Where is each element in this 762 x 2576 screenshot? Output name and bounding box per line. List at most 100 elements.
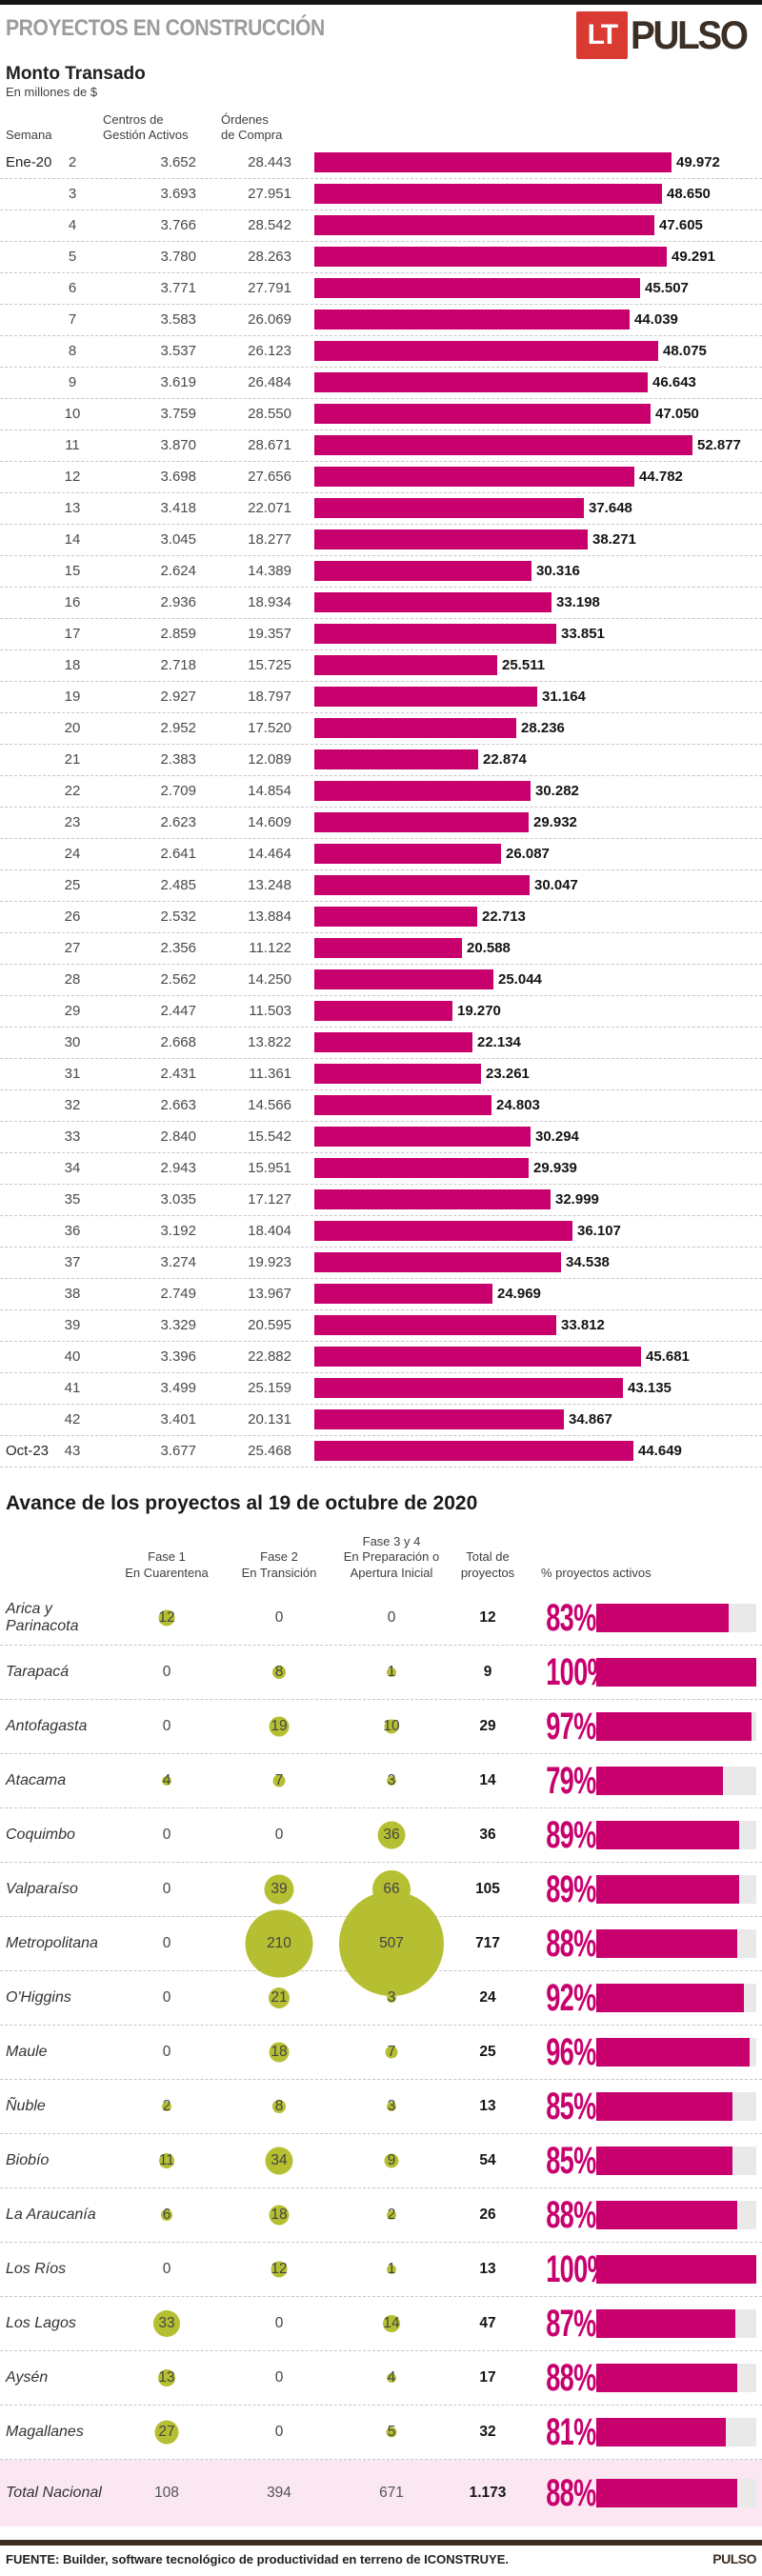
centros-value: 3.583 xyxy=(160,311,196,328)
region-row: O'Higgins 0 21 3 24 92% xyxy=(0,1971,762,2027)
pct-active-value: 100% xyxy=(546,2248,611,2291)
monto-bar xyxy=(314,184,662,204)
week-number: 11 xyxy=(65,437,80,453)
bubble-icon xyxy=(158,1609,175,1627)
fase3-cell: 507 xyxy=(335,1891,448,1997)
monto-row: 40 3.396 22.882 45.681 xyxy=(0,1342,762,1373)
week-month-label: Oct-23 xyxy=(6,1443,50,1459)
monto-row: 36 3.192 18.404 36.107 xyxy=(0,1216,762,1248)
pct-active-value: 85% xyxy=(546,2086,596,2128)
pct-bar-track xyxy=(596,1767,756,1796)
pct-bar-track xyxy=(596,2038,756,2067)
monto-bar-cell: 33.812 xyxy=(314,1315,756,1335)
week-number: 6 xyxy=(68,280,77,296)
fase1-cell: 0 xyxy=(110,1664,223,1681)
monto-bar-cell: 31.164 xyxy=(314,687,756,707)
monto-bar-value: 32.999 xyxy=(555,1191,599,1208)
centros-value: 3.698 xyxy=(160,469,196,485)
fase1-cell: 0 xyxy=(110,1718,223,1735)
pct-bar-track xyxy=(596,1875,756,1905)
fase1-value: 0 xyxy=(162,1989,171,2007)
week-number: 14 xyxy=(64,531,81,548)
region-name: Los Lagos xyxy=(6,2315,76,2332)
monto-bar-value: 22.134 xyxy=(477,1034,521,1050)
ordenes-value: 28.671 xyxy=(248,437,291,453)
fase3-value: 9 xyxy=(387,2152,396,2169)
bubble-icon xyxy=(161,2209,172,2222)
pct-bar-cell xyxy=(596,1929,756,1959)
centros-value: 2.927 xyxy=(160,689,196,705)
monto-bar xyxy=(314,1095,491,1115)
monto-bar xyxy=(314,1221,572,1241)
pct-bar xyxy=(596,1767,723,1796)
region-rows: Arica y Parinacota 12 0 0 12 83% Tarapac… xyxy=(0,1591,762,2461)
monto-row: 16 2.936 18.934 33.198 xyxy=(0,588,762,619)
ordenes-value: 11.361 xyxy=(249,1066,291,1082)
pct-bar-track xyxy=(596,1929,756,1959)
pct-bar xyxy=(596,2364,737,2393)
fase1-value: 13 xyxy=(158,2369,175,2386)
pct-bar-cell xyxy=(596,1984,756,2013)
centros-value: 2.952 xyxy=(160,720,196,736)
total-projects-value: 9 xyxy=(483,1664,492,1681)
monto-row: Oct-23 43 3.677 25.468 44.649 xyxy=(0,1436,762,1468)
region-row: Maule 0 18 7 25 96% xyxy=(0,2026,762,2081)
bubble-icon xyxy=(269,2205,290,2226)
week-number: 33 xyxy=(64,1128,81,1145)
pct-bar-track xyxy=(596,2147,756,2176)
ordenes-value: 27.656 xyxy=(248,469,291,485)
pct-bar xyxy=(596,1929,737,1959)
fase1-value: 0 xyxy=(162,1935,171,1952)
centros-value: 2.356 xyxy=(160,940,196,956)
monto-bar-value: 37.648 xyxy=(589,500,632,516)
centros-value: 3.766 xyxy=(160,217,196,233)
bubble-icon xyxy=(384,1719,399,1734)
bubble-icon xyxy=(271,2261,288,2278)
monto-bar-cell: 30.316 xyxy=(314,561,756,581)
region-name: Magallanes xyxy=(6,2424,84,2441)
bubble-icon xyxy=(386,2426,397,2438)
monto-bar-cell: 30.294 xyxy=(314,1127,756,1147)
total-projects-value: 14 xyxy=(479,1772,496,1789)
fase2-value: 39 xyxy=(271,1881,288,1898)
bubble-icon xyxy=(387,1667,396,1678)
monto-bar-value: 36.107 xyxy=(577,1223,621,1239)
monto-row: 25 2.485 13.248 30.047 xyxy=(0,870,762,902)
monto-bar-cell: 44.782 xyxy=(314,467,756,487)
pct-bar-cell xyxy=(596,1658,756,1687)
fase1-cell: 4 xyxy=(110,1772,223,1789)
fase2-cell: 7 xyxy=(223,1772,335,1789)
fase3-value: 3 xyxy=(387,1989,396,2007)
fase3-cell: 1 xyxy=(335,2261,448,2278)
fase2-cell: 39 xyxy=(223,1874,335,1905)
week-number: 17 xyxy=(64,626,81,642)
monto-row: 12 3.698 27.656 44.782 xyxy=(0,462,762,493)
fase3-value: 3 xyxy=(387,2098,396,2115)
monto-bar-value: 24.803 xyxy=(496,1097,540,1113)
lt-pulso-logo: LT PULSO xyxy=(575,11,756,59)
week-number: 40 xyxy=(64,1348,81,1365)
fase1-value: 27 xyxy=(158,2424,175,2441)
region-name: Antofagasta xyxy=(6,1718,88,1735)
centros-value: 3.396 xyxy=(160,1348,196,1365)
total-projects-value: 105 xyxy=(475,1881,500,1898)
monto-bar-cell: 29.939 xyxy=(314,1158,756,1178)
week-month-label: Ene-20 xyxy=(6,154,52,170)
week-number: 8 xyxy=(68,343,77,359)
fase3-value: 1 xyxy=(387,2261,396,2278)
fase2-cell: 0 xyxy=(223,2369,335,2386)
monto-bar-cell: 29.932 xyxy=(314,812,756,832)
monto-bar-cell: 30.047 xyxy=(314,875,756,895)
total-projects-value: 25 xyxy=(479,2044,496,2061)
pct-active-value: 88% xyxy=(546,2357,596,2400)
monto-row: 32 2.663 14.566 24.803 xyxy=(0,1090,762,1122)
fase3-value: 3 xyxy=(387,1772,396,1789)
fase1-value: 0 xyxy=(162,1881,171,1898)
pct-bar xyxy=(596,2201,737,2230)
column-header-fase2: Fase 2 En Transición xyxy=(241,1549,317,1581)
pct-bar xyxy=(596,2038,751,2067)
ordenes-value: 28.263 xyxy=(248,249,291,265)
fase2-value: 18 xyxy=(271,2044,288,2061)
pct-bar xyxy=(596,1604,730,1633)
page-footer: FUENTE: Builder, software tecnológico de… xyxy=(0,2540,762,2576)
